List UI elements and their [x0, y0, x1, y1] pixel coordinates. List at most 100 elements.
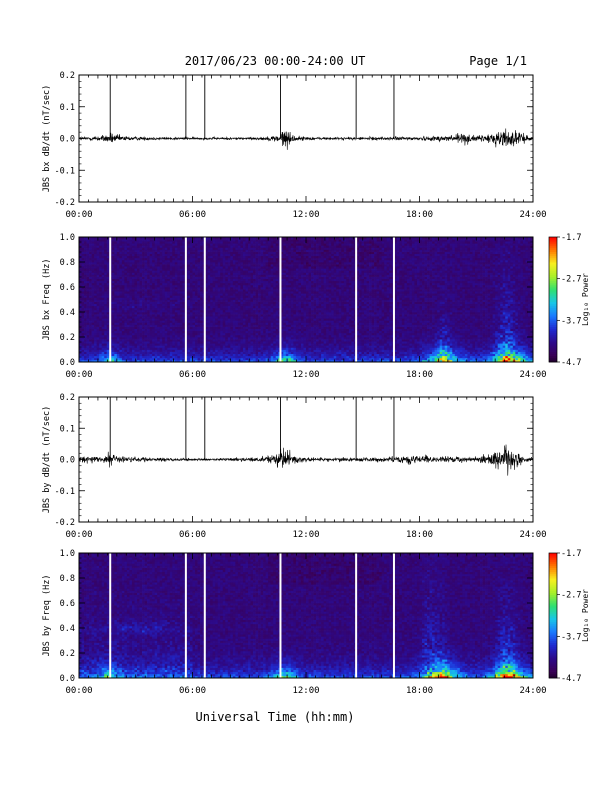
spectrogram-cell: [167, 307, 171, 311]
spectrogram-cell: [174, 266, 178, 269]
spectrogram-cell: [220, 255, 224, 259]
spectrogram-cell: [242, 266, 246, 269]
spectrogram-cell: [131, 287, 135, 290]
spectrogram-cell: [114, 276, 118, 280]
spectrogram-cell: [210, 351, 214, 355]
spectrogram-cell: [81, 359, 85, 363]
spectrogram-cell: [114, 299, 118, 302]
spectrogram-cell: [215, 282, 219, 286]
spectrogram-cell: [210, 276, 214, 280]
spectrogram-cell: [255, 341, 259, 344]
spectrogram-cell: [167, 347, 171, 350]
spectrogram-cell: [225, 293, 229, 296]
spectrogram-cell: [129, 241, 133, 244]
spectrogram-cell: [220, 259, 224, 263]
spectrogram-cell: [129, 299, 133, 302]
spectrogram-cell: [84, 253, 87, 257]
spectrogram-cell: [200, 247, 203, 250]
spectrogram-cell: [258, 249, 261, 252]
spectrogram-cell: [200, 284, 203, 288]
spectrogram-cell: [197, 297, 201, 300]
spectrogram-cell: [101, 268, 105, 271]
spectrogram-cell: [137, 339, 140, 342]
spectrogram-cell: [91, 337, 95, 340]
spectrogram-cell: [131, 347, 135, 350]
spectrogram-cell: [187, 316, 191, 319]
spectrogram-cell: [200, 330, 203, 334]
spectrogram-cell: [174, 357, 178, 361]
spectrogram-cell: [134, 268, 138, 271]
spectrogram-cell: [230, 330, 234, 334]
spectrogram-cell: [187, 347, 191, 350]
spectrogram-cell: [129, 289, 133, 292]
spectrogram-cell: [280, 341, 284, 344]
spectrogram-cell: [159, 264, 163, 267]
spectrogram-cell: [129, 339, 133, 342]
spectrogram-cell: [268, 339, 272, 342]
spectrogram-cell: [149, 341, 153, 344]
spectrogram-cell: [96, 255, 100, 259]
spectrogram-cell: [200, 337, 203, 340]
spectrogram-cell: [220, 312, 224, 315]
spectrogram-cell: [154, 237, 158, 240]
spectrogram-cell: [159, 245, 163, 248]
spectrogram-cell: [137, 297, 140, 300]
spectrogram-cell: [167, 309, 171, 313]
spectrogram-cell: [144, 255, 148, 259]
spectrogram-cell: [255, 268, 259, 271]
spectrogram-cell: [197, 312, 201, 315]
spectrogram-cell: [195, 257, 198, 261]
spectrogram-cell: [232, 257, 236, 261]
spectrogram-cell: [96, 320, 100, 323]
spectrogram-cell: [131, 245, 135, 248]
spectrogram-cell: [182, 330, 186, 334]
spectrogram-cell: [240, 253, 244, 257]
spectrogram-cell: [111, 270, 115, 273]
spectrogram-cell: [242, 251, 246, 255]
spectrogram-cell: [152, 316, 156, 319]
spectrogram-cell: [245, 284, 249, 288]
spectrogram-cell: [172, 274, 176, 277]
spectrogram-cell: [235, 247, 239, 250]
spectrogram-cell: [124, 293, 128, 296]
spectrogram-cell: [212, 276, 216, 280]
spectrogram-cell: [222, 345, 226, 348]
spectrogram-cell: [260, 343, 264, 346]
spectrogram-cell: [131, 284, 135, 288]
spectrogram-cell: [91, 278, 95, 282]
spectrogram-cell: [192, 339, 196, 342]
spectrogram-cell: [79, 282, 82, 286]
spectrogram-cell: [210, 287, 214, 290]
spectrogram-cell: [99, 272, 103, 275]
spectrogram-cell: [270, 339, 274, 342]
spectrogram-cell: [192, 284, 196, 288]
spectrogram-cell: [149, 291, 153, 294]
spectrogram-cell: [106, 299, 110, 302]
spectrogram-cell: [182, 353, 186, 357]
spectrogram-cell: [147, 357, 150, 361]
spectrogram-cell: [220, 359, 224, 363]
spectrogram-cell: [232, 324, 236, 327]
spectrogram-cell: [84, 272, 87, 275]
spectrogram-cell: [167, 259, 171, 263]
spectrogram-cell: [106, 259, 110, 263]
spectrogram-cell: [149, 359, 153, 363]
spectrogram-cell: [195, 293, 198, 296]
spectrogram-cell: [210, 241, 214, 244]
spectrogram-cell: [106, 253, 110, 257]
spectrogram-cell: [152, 303, 156, 307]
spectrogram-cell: [89, 297, 92, 300]
spectrogram-cell: [114, 262, 118, 265]
spectrogram-cell: [207, 309, 211, 313]
spectrogram-cell: [273, 345, 277, 348]
spectrogram-cell: [225, 334, 229, 338]
spectrogram-cell: [149, 270, 153, 273]
spectrogram-cell: [104, 328, 108, 332]
spectrogram-cell: [86, 312, 90, 315]
spectrogram-cell: [84, 318, 87, 321]
spectrogram-cell: [177, 257, 181, 261]
spectrogram-cell: [152, 322, 156, 325]
spectrogram-cell: [172, 297, 176, 300]
spectrogram-cell: [131, 255, 135, 259]
spectrogram-cell: [169, 357, 173, 361]
